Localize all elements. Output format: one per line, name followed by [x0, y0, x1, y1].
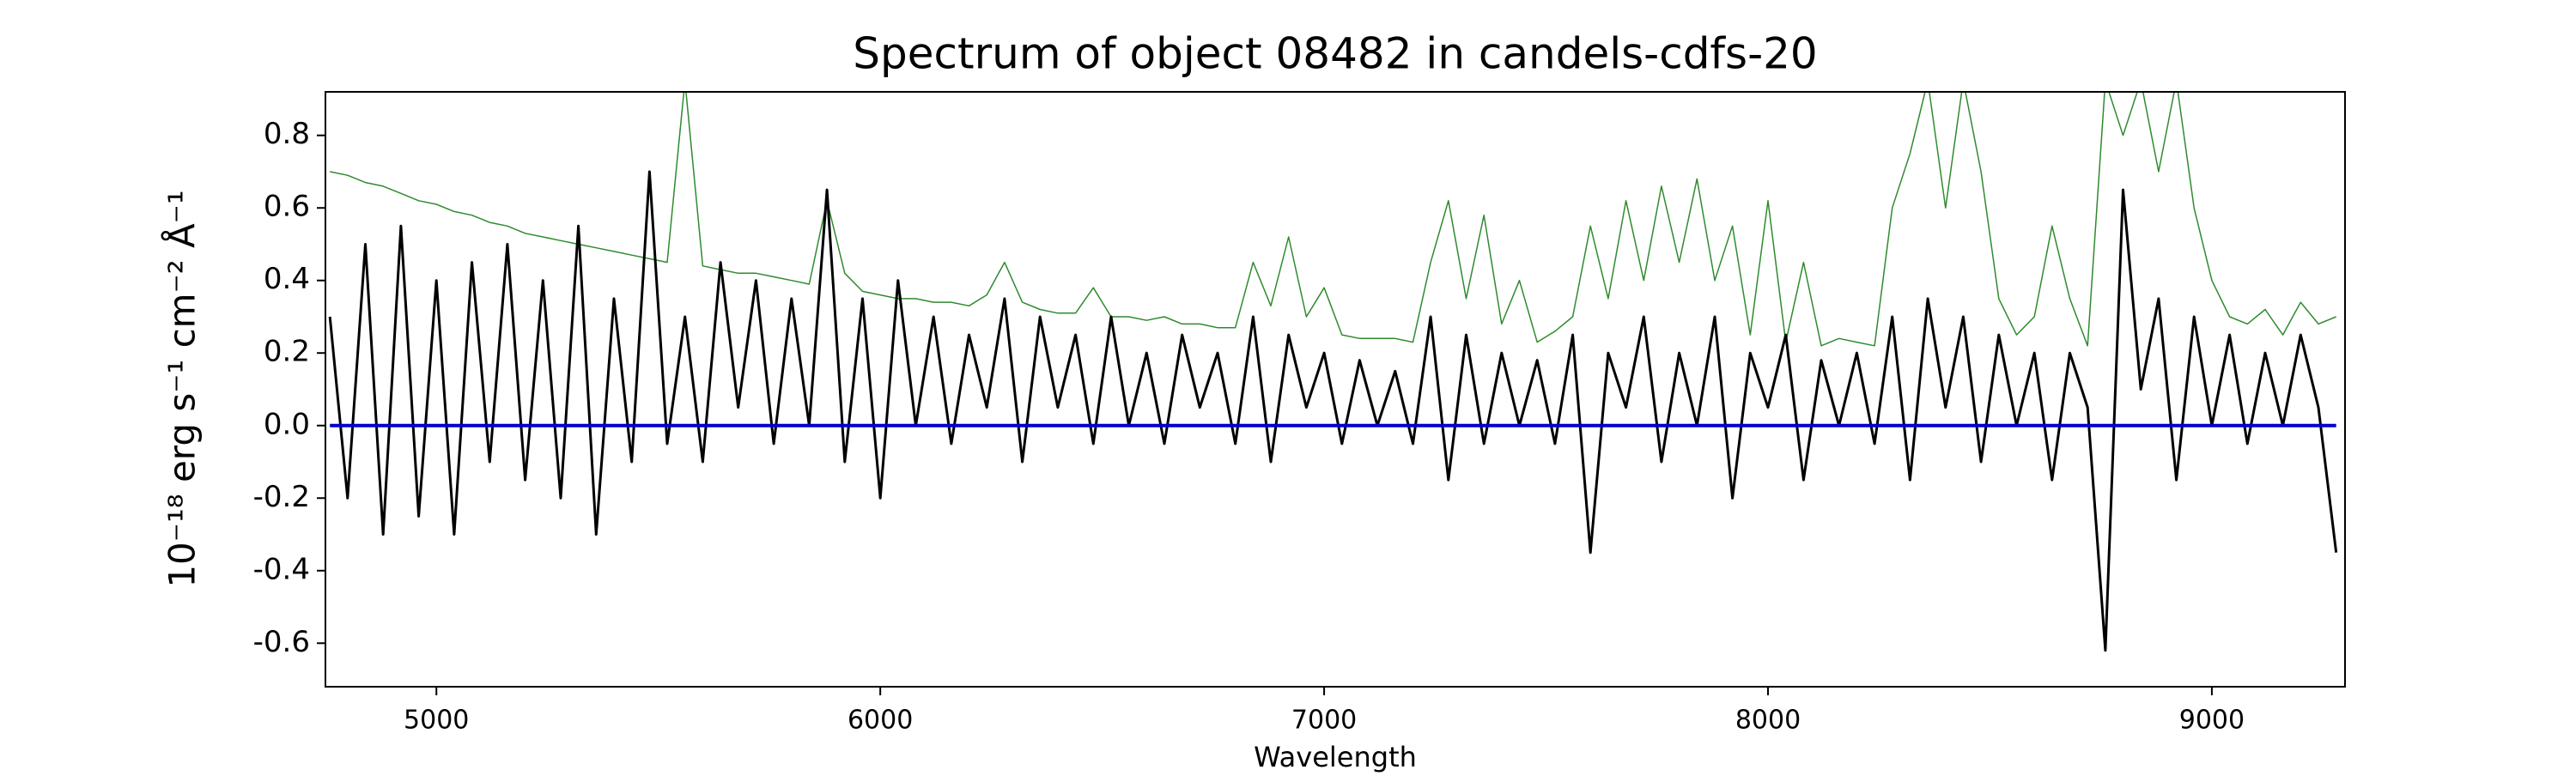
plot-area: [328, 92, 2338, 652]
y-tick-label: 0.0: [264, 407, 310, 441]
spectrum-line: [330, 92, 2336, 347]
y-tick-label: 0.2: [264, 335, 310, 369]
x-tick-label: 5000: [404, 706, 469, 736]
y-tick-label: 0.8: [264, 117, 310, 151]
chart-title: Spectrum of object 08482 in candels-cdfs…: [853, 29, 1818, 79]
y-tick-label: 0.4: [264, 262, 310, 296]
y-tick-label: -0.4: [253, 552, 310, 586]
axes-frame: [325, 91, 2346, 688]
x-tick-label: 9000: [2179, 706, 2245, 736]
x-tick-label: 7000: [1291, 706, 1357, 736]
x-tick-label: 8000: [1735, 706, 1801, 736]
y-tick-label: -0.2: [253, 480, 310, 514]
y-tick-label: -0.6: [253, 625, 310, 659]
y-tick-label: 0.6: [264, 190, 310, 224]
spectrum-line: [328, 170, 2338, 652]
y-axis-label: 10⁻¹⁸ erg s⁻¹ cm⁻² Å⁻¹: [161, 190, 204, 587]
x-tick-label: 6000: [848, 706, 913, 736]
x-axis-label: Wavelength: [1254, 741, 1417, 773]
